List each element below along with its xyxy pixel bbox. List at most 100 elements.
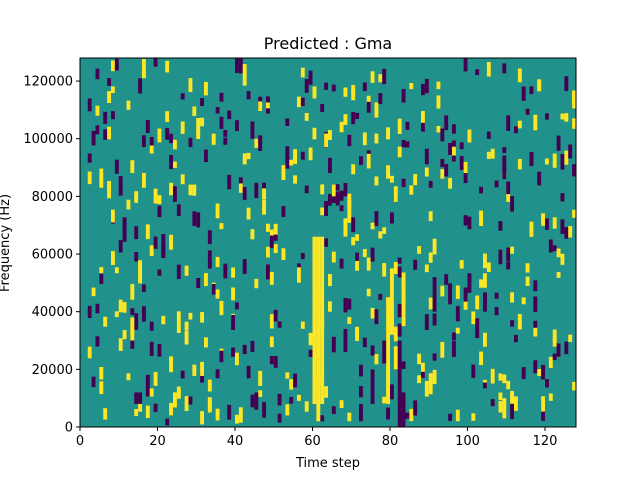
high-energy-cell	[483, 332, 487, 347]
high-energy-cell	[126, 199, 131, 210]
high-energy-cell	[91, 287, 96, 297]
low-energy-cell	[223, 137, 228, 145]
low-energy-cell	[149, 341, 154, 356]
high-energy-cell	[514, 396, 518, 411]
low-energy-cell	[452, 332, 456, 341]
low-energy-cell	[568, 144, 573, 159]
high-energy-cell	[235, 352, 239, 366]
low-energy-cell	[107, 78, 112, 86]
high-energy-cell	[99, 267, 104, 274]
x-axis: 0 20 40 60 80 100 120	[76, 427, 558, 449]
high-energy-cell	[525, 263, 530, 273]
low-energy-cell	[204, 149, 208, 163]
high-energy-cell	[153, 188, 158, 204]
low-energy-cell	[219, 350, 224, 363]
low-energy-cell	[424, 148, 429, 165]
high-energy-cell	[331, 184, 336, 197]
high-energy-streak	[393, 346, 398, 370]
low-energy-cell	[440, 128, 445, 142]
low-energy-cell	[165, 128, 170, 140]
high-energy-cell	[436, 125, 441, 133]
low-energy-cell	[145, 374, 150, 383]
high-energy-cell	[463, 161, 468, 174]
low-energy-cell	[277, 413, 282, 423]
low-energy-cell	[424, 78, 429, 94]
low-energy-cell	[207, 262, 212, 269]
low-energy-cell	[242, 259, 247, 274]
high-energy-cell	[498, 400, 503, 413]
high-energy-cell	[378, 74, 383, 83]
high-energy-cell	[548, 356, 553, 368]
low-energy-cell	[134, 226, 139, 240]
low-energy-cell	[130, 308, 135, 315]
x-tick-label: 120	[533, 434, 558, 449]
high-energy-cell	[165, 111, 170, 122]
low-energy-cell	[362, 337, 367, 348]
high-energy-cell	[374, 133, 379, 144]
high-energy-cell	[297, 394, 301, 401]
low-energy-cell	[483, 382, 487, 389]
plot-frame	[79, 57, 577, 428]
low-energy-cell	[366, 101, 371, 113]
low-energy-cell	[382, 68, 387, 85]
high-energy-cell	[285, 404, 290, 416]
high-energy-cell	[269, 271, 274, 285]
high-energy-cell	[176, 325, 181, 333]
low-energy-cell	[99, 273, 104, 284]
low-energy-cell	[235, 58, 239, 73]
low-energy-cell	[142, 135, 146, 148]
low-energy-cell	[401, 178, 406, 188]
low-energy-cell	[223, 263, 228, 279]
high-energy-cell	[130, 160, 135, 174]
high-energy-cell	[134, 191, 139, 203]
high-energy-cell	[266, 102, 270, 109]
high-energy-cell	[471, 413, 476, 421]
low-energy-cell	[440, 159, 445, 168]
low-energy-cell	[285, 146, 290, 161]
y-tick-label: 40000	[32, 305, 73, 320]
low-energy-cell	[250, 394, 255, 408]
high-energy-cell	[293, 175, 298, 184]
high-energy-cell	[541, 396, 546, 412]
high-energy-cell	[262, 199, 267, 215]
high-energy-cell	[428, 211, 433, 222]
low-energy-cell	[200, 98, 205, 107]
high-energy-cell	[370, 307, 375, 319]
high-energy-cell	[560, 253, 565, 265]
high-energy-cell	[269, 336, 274, 348]
low-energy-cell	[560, 193, 565, 202]
high-energy-cell	[537, 79, 542, 89]
high-energy-cell	[401, 272, 406, 287]
low-energy-cell	[200, 370, 205, 383]
high-energy-cell	[343, 218, 348, 229]
high-energy-streak	[312, 236, 317, 404]
high-energy-cell	[409, 185, 414, 195]
high-energy-cell	[269, 314, 274, 329]
low-energy-cell	[114, 159, 119, 174]
low-energy-cell	[552, 353, 557, 361]
high-energy-cell	[200, 361, 205, 376]
high-energy-cell	[219, 223, 224, 230]
high-energy-cell	[517, 68, 522, 83]
high-energy-cell	[339, 121, 344, 133]
low-energy-cell	[95, 336, 100, 347]
high-energy-cell	[479, 210, 484, 227]
high-energy-cell	[347, 214, 352, 223]
high-energy-cell	[440, 341, 445, 358]
y-tick-label: 80000	[32, 190, 73, 205]
low-energy-cell	[173, 186, 177, 202]
low-energy-cell	[235, 302, 239, 310]
high-energy-cell	[87, 171, 92, 185]
high-energy-cell	[397, 118, 402, 134]
low-energy-cell	[355, 252, 360, 265]
low-energy-cell	[486, 131, 491, 139]
high-energy-cell	[529, 221, 534, 237]
high-energy-cell	[192, 184, 197, 196]
high-energy-cell	[122, 330, 127, 340]
low-energy-cell	[339, 190, 344, 201]
low-energy-cell	[145, 119, 150, 134]
low-energy-cell	[390, 212, 394, 224]
high-energy-cell	[564, 113, 569, 122]
high-energy-cell	[99, 367, 104, 380]
high-energy-cell	[490, 148, 495, 159]
